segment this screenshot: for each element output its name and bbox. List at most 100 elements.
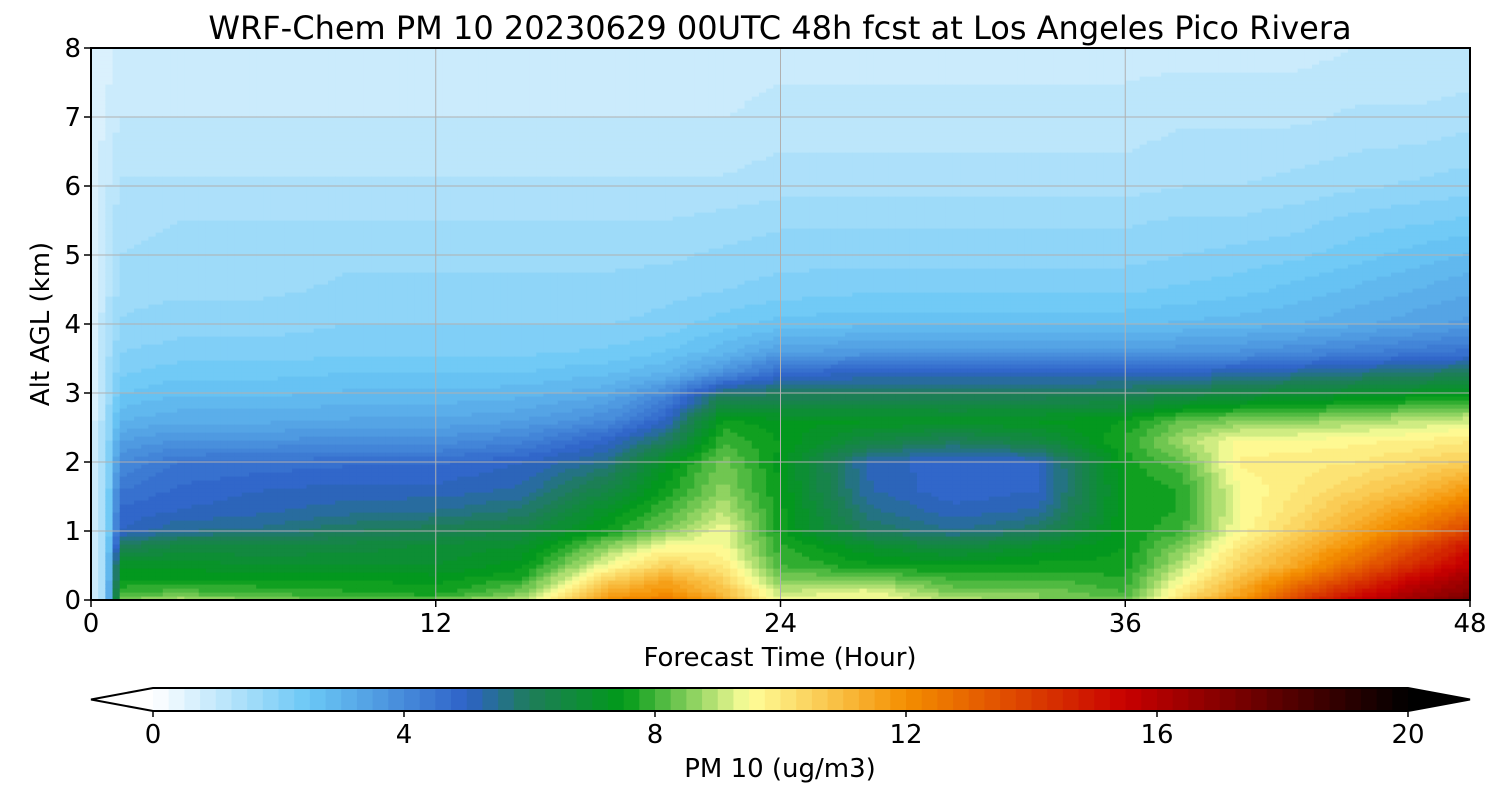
field-cell xyxy=(249,296,257,301)
field-cell xyxy=(314,372,322,377)
field-cell xyxy=(299,312,307,317)
field-cell xyxy=(249,192,257,197)
field-cell xyxy=(278,292,286,297)
field-cell xyxy=(235,548,243,553)
field-cell xyxy=(335,168,343,173)
field-cell xyxy=(328,580,336,585)
field-cell xyxy=(192,244,200,249)
field-cell xyxy=(199,576,207,581)
field-cell xyxy=(263,208,271,213)
field-cell xyxy=(256,372,264,377)
field-cell xyxy=(98,156,106,161)
field-cell xyxy=(192,524,200,529)
field-cell xyxy=(134,120,142,125)
field-cell xyxy=(177,236,185,241)
field-cell xyxy=(299,272,307,277)
field-cell xyxy=(113,584,121,589)
field-cell xyxy=(335,500,343,505)
field-cell xyxy=(170,552,178,557)
field-cell xyxy=(184,72,192,77)
field-cell xyxy=(335,564,343,569)
field-cell xyxy=(256,572,264,577)
field-cell xyxy=(105,556,113,561)
field-cell xyxy=(292,436,300,441)
field-cell xyxy=(271,368,279,373)
field-cell xyxy=(98,56,106,61)
field-cell xyxy=(285,428,293,433)
field-cell xyxy=(199,356,207,361)
field-cell xyxy=(156,224,164,229)
field-cell xyxy=(271,412,279,417)
field-cell xyxy=(170,432,178,437)
field-cell xyxy=(235,464,243,469)
field-cell xyxy=(350,520,358,525)
field-cell xyxy=(170,256,178,261)
field-cell xyxy=(263,288,271,293)
field-cell xyxy=(199,172,207,177)
field-cell xyxy=(127,280,135,285)
field-cell xyxy=(328,416,336,421)
field-cell xyxy=(227,332,235,337)
field-cell xyxy=(177,168,185,173)
field-cell xyxy=(235,136,243,141)
field-cell xyxy=(342,556,350,561)
field-cell xyxy=(192,252,200,257)
field-cell xyxy=(285,96,293,101)
field-cell xyxy=(292,540,300,545)
field-cell xyxy=(271,500,279,505)
field-cell xyxy=(335,56,343,61)
field-cell xyxy=(163,364,171,369)
field-cell xyxy=(235,480,243,485)
field-cell xyxy=(177,592,185,597)
field-cell xyxy=(120,80,128,85)
field-cell xyxy=(321,84,329,89)
field-cell xyxy=(184,192,192,197)
field-cell xyxy=(271,480,279,485)
field-cell xyxy=(220,444,228,449)
field-cell xyxy=(199,192,207,197)
field-cell xyxy=(263,544,271,549)
field-cell xyxy=(127,452,135,457)
field-cell xyxy=(134,512,142,517)
field-cell xyxy=(292,592,300,597)
field-cell xyxy=(163,432,171,437)
field-cell xyxy=(220,380,228,385)
field-cell xyxy=(91,304,99,309)
field-cell xyxy=(220,212,228,217)
field-cell xyxy=(299,364,307,369)
field-cell xyxy=(98,452,106,457)
field-cell xyxy=(335,412,343,417)
field-cell xyxy=(141,124,149,129)
field-cell xyxy=(127,200,135,205)
field-cell xyxy=(170,212,178,217)
field-cell xyxy=(306,76,314,81)
field-cell xyxy=(242,200,250,205)
field-cell xyxy=(91,276,99,281)
field-cell xyxy=(170,508,178,513)
field-cell xyxy=(213,372,221,377)
field-cell xyxy=(263,480,271,485)
field-cell xyxy=(105,232,113,237)
field-cell xyxy=(299,452,307,457)
field-cell xyxy=(105,280,113,285)
field-cell xyxy=(249,400,257,405)
field-cell xyxy=(299,64,307,69)
field-cell xyxy=(342,380,350,385)
field-cell xyxy=(192,464,200,469)
field-cell xyxy=(141,244,149,249)
field-cell xyxy=(141,476,149,481)
field-cell xyxy=(148,528,156,533)
field-cell xyxy=(127,328,135,333)
field-cell xyxy=(227,428,235,433)
field-cell xyxy=(263,368,271,373)
field-cell xyxy=(220,52,228,57)
field-cell xyxy=(98,440,106,445)
field-cell xyxy=(113,272,121,277)
field-cell xyxy=(306,572,314,577)
field-cell xyxy=(141,232,149,237)
field-cell xyxy=(278,560,286,565)
field-cell xyxy=(285,272,293,277)
field-cell xyxy=(299,436,307,441)
field-cell xyxy=(177,388,185,393)
field-cell xyxy=(321,560,329,565)
